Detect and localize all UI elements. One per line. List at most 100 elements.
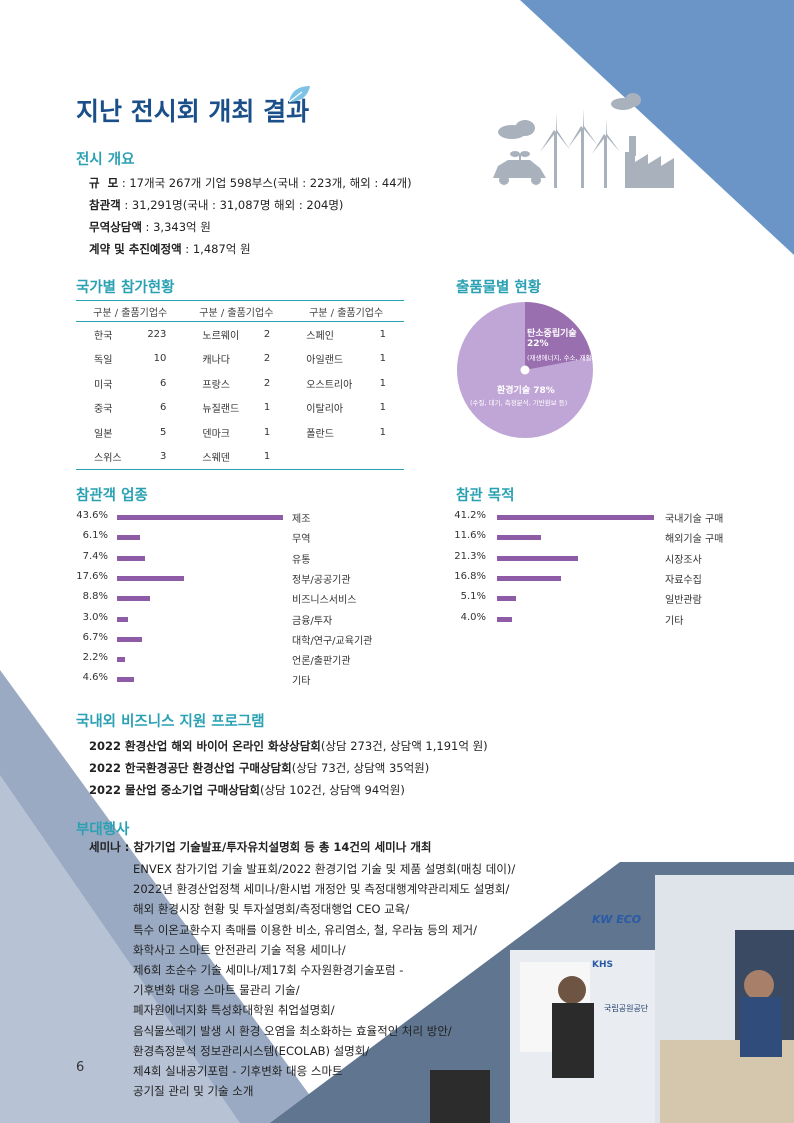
business-item: 2022 환경산업 해외 바이어 온라인 화상상담회(상담 273건, 상담액 … [89,739,488,753]
bar [117,657,126,663]
bar [117,575,184,581]
country-count: 1 [379,328,386,340]
bar-value-label: 6.1% [82,530,108,542]
bar-category-label: 국내기술 구매 [665,514,724,525]
pie-label-env-detail: (수질, 대기, 측정분석, 기반환보 등) [470,399,568,407]
bar-value-label: 2.2% [82,652,108,664]
bar-value-label: 11.6% [454,530,486,542]
bar [497,596,517,602]
bar-value-label: 4.6% [82,672,108,684]
country-col-header: 구분 / 출품기업수 [76,300,185,322]
table-row: 스위스 3 스웨덴 1 [76,444,404,470]
bar-category-label: 정부/공공기관 [292,574,351,586]
bar-value-label: 4.0% [460,611,486,623]
country-name: 노르웨이 [202,330,240,342]
bar-value-label: 5.1% [460,591,486,603]
country-count: 1 [379,353,386,365]
seminar-line: 환경측정분석 정보관리시스템(ECOLAB) 설명회/ [133,1043,370,1058]
bar [117,616,129,622]
pie-label-carbon-pct: 22% [527,339,549,349]
bar-category-label: 비즈니스서비스 [292,595,357,607]
country-count: 2 [263,353,271,365]
business-item: 2022 한국환경공단 환경산업 구매상담회(상담 73건, 상담액 35억원) [89,761,430,775]
country-count: 5 [160,426,167,438]
bar-value-label: 17.6% [76,570,108,582]
bar [497,515,654,520]
bar-category-label: 일반관람 [665,595,702,607]
country-name: 미국 [94,379,113,391]
photo-sign-khs: KHS [592,960,613,970]
bar-category-label: 시장조사 [665,554,702,566]
bar-category-label: 기타 [292,676,311,688]
country-name: 덴마크 [202,428,231,440]
eco-illustration [493,93,674,188]
country-name: 스웨덴 [184,444,256,470]
bar-category-label: 유통 [292,554,311,566]
country-name: 뉴질랜드 [202,404,240,416]
bar-value-label: 8.8% [82,591,108,603]
bar-value-label: 3.0% [82,611,108,623]
overview-contract: 계약 및 추진예정액 : 1,487억 원 [89,242,251,256]
table-row: 중국 6 뉴질랜드 1 이탈리아 1 [76,396,404,421]
bar-category-label: 언론/출판기관 [292,656,351,668]
bar [497,616,513,622]
country-table: 구분 / 출품기업수 구분 / 출품기업수 구분 / 출품기업수 한국 223 노르… [76,300,404,470]
seminar-line: 공기질 관리 및 기술 소개 [133,1084,254,1099]
bar-value-label: 43.6% [76,510,108,521]
business-item: 2022 물산업 중소기업 구매상담회(상담 102건, 상담액 94억원) [89,783,405,797]
overview-trade: 무역상담액 : 3,343억 원 [89,220,211,234]
bar-value-label: 6.7% [82,631,108,643]
bar-category-label: 기타 [665,615,684,627]
country-name: 일본 [94,428,113,440]
pie-slice-carbon-neutral [525,302,592,370]
bar [117,636,143,642]
country-count: 223 [147,328,167,340]
seminar-line: 음식물쓰레기 발생 시 환경 오염을 최소화하는 효율적인 처리 방안/ [133,1023,452,1038]
bar [497,575,561,581]
bar-value-label: 16.8% [454,570,486,582]
country-count: 6 [160,402,167,414]
bar [117,596,151,602]
bar-category-label: 대학/연구/교육기관 [292,635,373,647]
table-row: 일본 5 덴마크 1 폴란드 1 [76,420,404,445]
table-row: 미국 6 프랑스 2 오스트리아 1 [76,371,404,396]
country-name: 오스트리아 [306,379,353,391]
bar [497,555,578,561]
bar-category-label: 자료수집 [665,574,702,586]
industry-heading: 참관객 업종 [76,488,148,504]
country-count: 2 [263,328,271,340]
country-count: 1 [263,402,271,414]
photo-sign-kweco: KW ECO [592,913,642,926]
country-count: 6 [160,377,167,389]
country-count: 1 [255,444,289,470]
country-name: 폴란드 [306,428,334,440]
seminar-line: 화학사고 스마트 안전관리 기술 적용 세미나/ [133,942,346,957]
country-name: 캐나다 [202,355,231,367]
leaf-icon [288,86,310,103]
events-heading: 부대행사 [76,822,130,838]
country-count: 1 [263,426,271,438]
seminar-line: 해외 환경시장 현황 및 투자설명회/측정대행업 CEO 교육/ [133,902,410,917]
photo-sign-knps: 국립공원공단 [604,1004,649,1013]
country-name: 스위스 [76,444,136,470]
business-heading: 국내외 비즈니스 지원 프로그램 [76,714,265,730]
country-name: 스페인 [306,330,334,342]
page-title: 지난 전시회 개최 결과 [76,97,310,126]
bar [117,535,141,541]
country-name: 독일 [94,355,113,367]
bar-category-label: 금융/투자 [292,615,333,627]
seminar-line: 2022년 환경산업정책 세미나/환시법 개정안 및 측정대행계약관리제도 설명… [133,882,510,897]
overview-visitors: 참관객 : 31,291명(국내 : 31,087명 해외 : 204명) [89,198,344,212]
bar-value-label: 41.2% [454,510,486,521]
country-count: 10 [153,353,167,365]
seminar-line: 제6회 초순수 기술 세미나/제17회 수자원환경기술포럼 - [133,963,404,977]
country-heading: 국가별 참가현황 [76,280,175,296]
bar [117,515,283,520]
country-count: 1 [379,377,386,389]
bar-category-label: 무역 [292,534,311,546]
country-count: 1 [379,402,386,414]
pie-label-carbon-detail: (재생에너지, 수소, 재활용, 그린뉴딜 등) [527,354,637,362]
country-name [288,444,372,470]
pie-center-dot [520,365,530,375]
